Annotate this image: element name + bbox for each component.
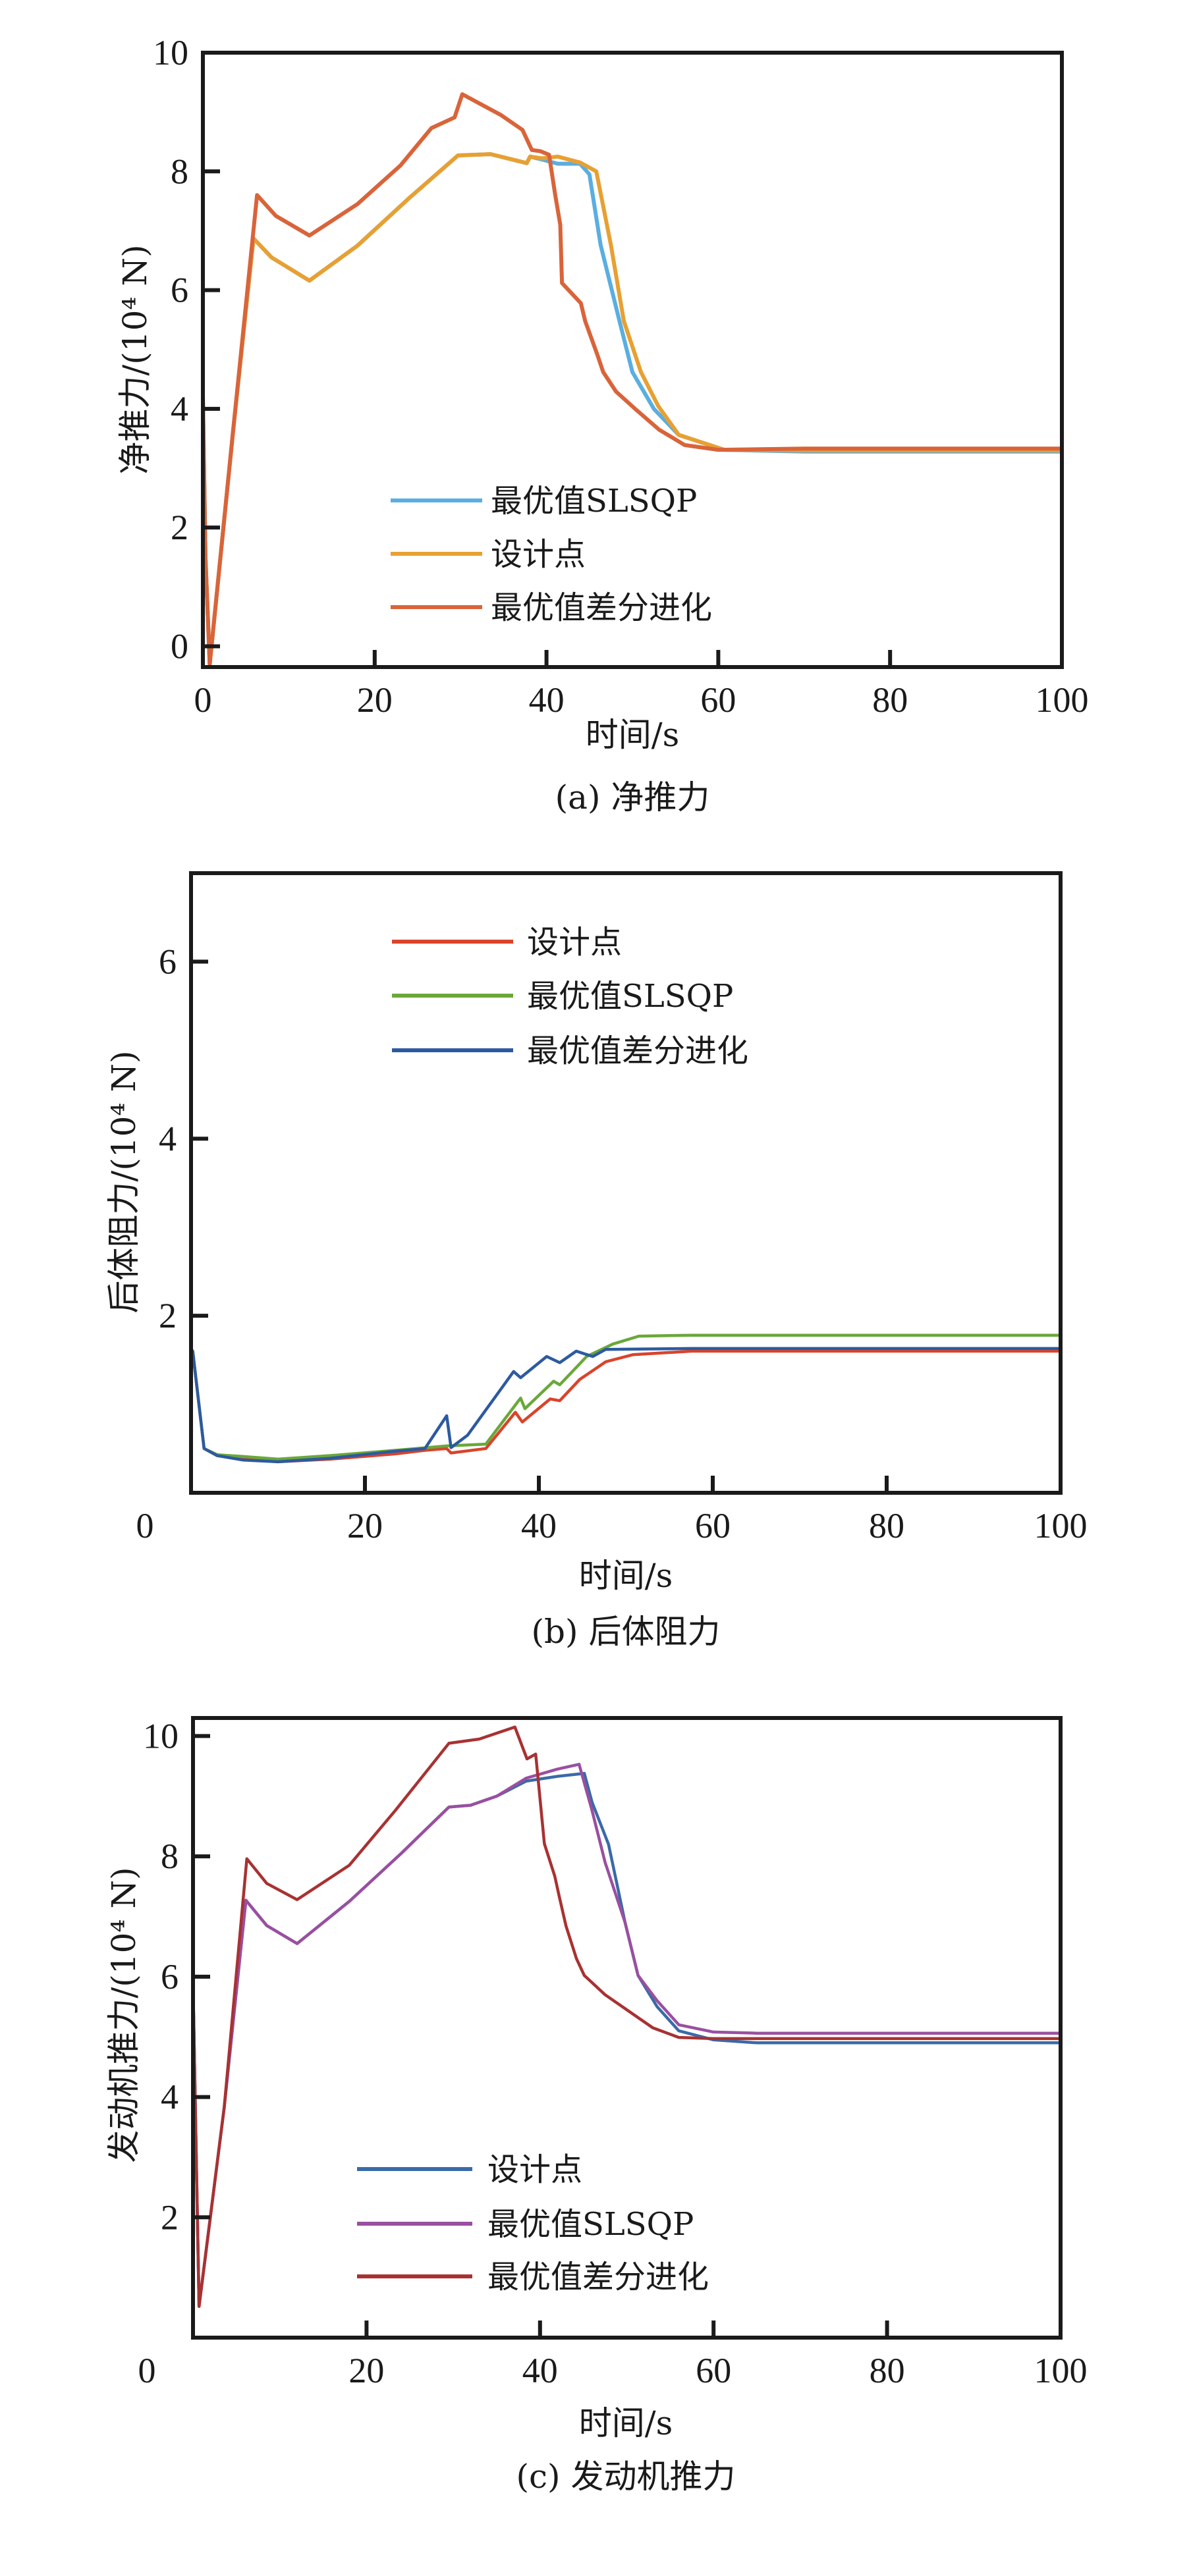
x-tick-label: 80: [869, 1506, 904, 1545]
y-axis-title: 发动机推力/(10⁴ N): [105, 1867, 143, 2162]
x-tick-label: 100: [1034, 1506, 1088, 1545]
legend-item: 最优值SLSQP: [392, 978, 733, 1015]
plot-frame: [189, 871, 1063, 1495]
series-line: [191, 1333, 1061, 1461]
chart-engine-thrust: 0 20 40 60 80 100 2 4 6 8 10 发动机推力/(10⁴ N) 时间/s (c…: [105, 1716, 1088, 2496]
x-tick-label: 0: [138, 2351, 156, 2390]
x-axis-title: 时间/s: [579, 2404, 673, 2442]
series-line: [193, 1763, 1061, 2308]
legend: 设计点 最优值SLSQP 最优值差分进化: [357, 2151, 709, 2295]
y-tick-label: 2: [161, 2197, 179, 2237]
x-tick-label: 40: [529, 680, 565, 720]
y-tick-label: 4: [171, 389, 188, 429]
x-tick-label: 0: [194, 680, 212, 720]
x-tick-label: 60: [695, 1506, 731, 1545]
legend-label: 设计点: [487, 2151, 582, 2188]
chart-net-thrust: 0 20 40 60 80 100 0 2 4 6 8 10 净推力/(10⁴ N) 时间/s (a)…: [116, 33, 1089, 817]
legend-label: 最优值SLSQP: [491, 483, 697, 520]
y-tick-label: 6: [171, 271, 188, 310]
chart-caption: (c) 发动机推力: [516, 2457, 736, 2496]
x-axis-title: 时间/s: [586, 716, 680, 754]
x-tick-label: 80: [872, 680, 908, 720]
y-tick-label: 4: [161, 2078, 179, 2117]
series-layer: [193, 1725, 1061, 2308]
series-layer: [203, 92, 1062, 666]
x-tick-label: 100: [1036, 680, 1089, 720]
x-tick-label: 60: [696, 2351, 731, 2390]
legend: 最优值SLSQP 设计点 最优值差分进化: [391, 483, 712, 626]
chart-caption: (b) 后体阻力: [532, 1613, 721, 1651]
ticks-layer: 0 20 40 60 80 100 0 2 4 6 8 10: [153, 33, 1089, 720]
ticks-layer: 0 20 40 60 80 100 2 4 6 8 10: [138, 1716, 1088, 2390]
legend-item: 最优值差分进化: [357, 2259, 709, 2295]
y-axis-title: 净推力/(10⁴ N): [116, 244, 154, 474]
series-line: [203, 92, 1062, 666]
y-axis-title: 后体阻力/(10⁴ N): [105, 1050, 143, 1313]
series-layer: [191, 1333, 1061, 1464]
y-tick-label: 6: [161, 1957, 179, 1997]
legend-item: 设计点: [357, 2151, 582, 2188]
y-tick-label: 0: [171, 626, 188, 666]
x-tick-label: 80: [870, 2351, 905, 2390]
x-tick-label: 20: [348, 2351, 384, 2390]
y-tick-label: 8: [171, 151, 188, 191]
legend-item: 最优值SLSQP: [357, 2206, 694, 2243]
x-axis-title: 时间/s: [579, 1557, 673, 1595]
y-tick-label: 2: [171, 508, 188, 547]
y-tick-label: 6: [159, 942, 177, 981]
y-tick-label: 4: [159, 1119, 177, 1158]
legend-item: 设计点: [391, 536, 586, 573]
y-tick-label: 8: [161, 1837, 179, 1876]
legend-label: 设计点: [491, 536, 586, 573]
y-tick-label: 10: [143, 1716, 179, 1756]
chart-caption: (a) 净推力: [555, 778, 710, 817]
legend: 设计点 最优值SLSQP 最优值差分进化: [392, 924, 748, 1069]
legend-item: 最优值差分进化: [392, 1033, 748, 1069]
x-tick-label: 40: [522, 2351, 558, 2390]
series-line: [203, 152, 1062, 666]
x-tick-label: 100: [1034, 2351, 1088, 2390]
plot-frame: [201, 51, 1064, 669]
series-line: [193, 1725, 1061, 2308]
legend-label: 设计点: [527, 924, 622, 961]
x-tick-label: 20: [347, 1506, 383, 1545]
series-line: [203, 152, 1062, 666]
legend-label: 最优值SLSQP: [487, 2206, 694, 2243]
legend-label: 最优值差分进化: [491, 589, 712, 626]
x-tick-label: 20: [357, 680, 393, 720]
plot-frame: [191, 1716, 1063, 2340]
x-tick-label: 60: [700, 680, 736, 720]
x-tick-label: 40: [521, 1506, 557, 1545]
legend-item: 设计点: [392, 924, 622, 961]
chart-afterbody-drag: 0 20 40 60 80 100 2 4 6 后体阻力/(10⁴ N) 时间/s (b) 后体…: [105, 871, 1088, 1651]
legend-label: 最优值差分进化: [527, 1033, 748, 1069]
legend-item: 最优值SLSQP: [391, 483, 697, 520]
series-line: [191, 1347, 1061, 1464]
legend-item: 最优值差分进化: [391, 589, 712, 626]
legend-label: 最优值SLSQP: [527, 978, 733, 1015]
x-tick-label: 0: [136, 1506, 154, 1545]
ticks-layer: 0 20 40 60 80 100 2 4 6: [136, 942, 1088, 1545]
series-line: [191, 1347, 1061, 1464]
legend-label: 最优值差分进化: [487, 2259, 709, 2295]
y-tick-label: 2: [159, 1296, 177, 1335]
y-tick-label: 10: [153, 33, 188, 72]
